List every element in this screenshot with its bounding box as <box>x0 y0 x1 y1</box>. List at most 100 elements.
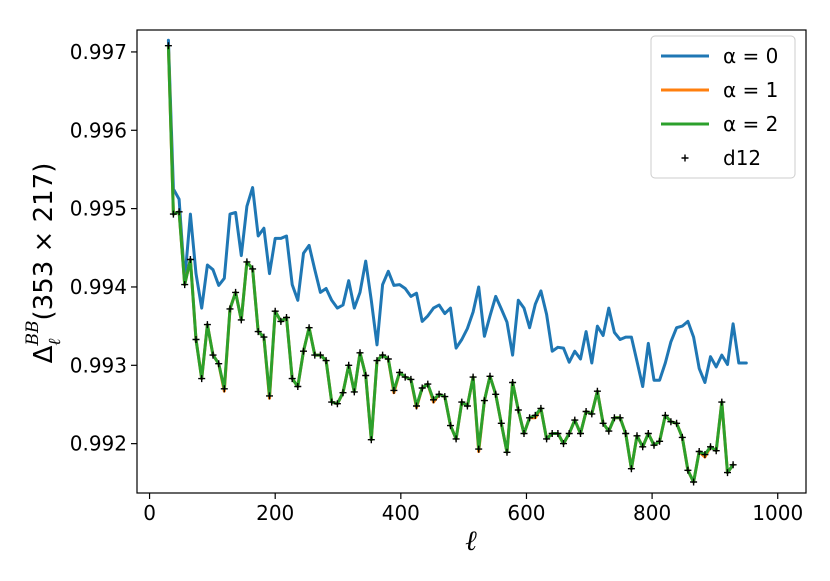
y-tick-label-3: 0.995 <box>70 197 127 221</box>
series-marker-3-90 <box>673 419 681 427</box>
series-marker-3-80 <box>616 414 624 422</box>
x-axis-label: ℓ <box>465 524 477 557</box>
x-tick-label-4: 800 <box>633 501 671 525</box>
series-marker-3-57 <box>486 372 494 380</box>
series-marker-3-13 <box>237 316 245 324</box>
series-marker-3-36 <box>367 436 375 444</box>
y-tick-label-0: 0.992 <box>70 432 127 456</box>
x-tick-label-1: 200 <box>256 501 294 525</box>
series-marker-3-2 <box>175 208 183 216</box>
series-marker-3-14 <box>243 258 251 266</box>
series-marker-3-73 <box>577 430 584 437</box>
series-line-0 <box>166 38 748 388</box>
y-axis-label-subscript: ℓ <box>45 338 65 345</box>
legend: α = 0 α = 1 α = 2 d12 <box>650 35 796 179</box>
plot-frame <box>136 29 807 494</box>
y-axis: 0.992 0.993 0.994 0.995 0.996 0.997 <box>70 40 137 456</box>
svg-text:ΔℓBB(353 × 217): ΔℓBB(353 × 217) <box>23 163 65 364</box>
series-marker-3-82 <box>627 465 635 473</box>
series-marker-3-20 <box>277 317 285 325</box>
series-marker-3-8 <box>209 351 217 359</box>
y-tick-label-1: 0.993 <box>70 353 127 377</box>
series-marker-3-50 <box>447 422 454 430</box>
x-axis: 0 200 400 600 800 1000 <box>143 493 803 525</box>
series-marker-3-38 <box>379 351 387 359</box>
series-marker-3-91 <box>678 433 686 441</box>
series-marker-3-30 <box>333 400 341 408</box>
y-tick-label-4: 0.996 <box>70 118 127 142</box>
series-marker-3-53 <box>463 402 471 410</box>
series-marker-3-84 <box>639 443 647 451</box>
series-marker-3-94 <box>695 448 703 455</box>
series-marker-3-74 <box>582 408 590 415</box>
series-marker-3-18 <box>266 392 273 400</box>
series-marker-3-19 <box>271 307 279 315</box>
series-marker-3-29 <box>328 398 336 406</box>
series-marker-3-64 <box>526 414 534 422</box>
series-marker-3-42 <box>401 373 409 381</box>
series-marker-3-61 <box>509 379 517 386</box>
series-marker-3-12 <box>232 288 240 296</box>
series-marker-3-5 <box>192 336 200 343</box>
series-marker-3-51 <box>452 435 460 443</box>
series-marker-3-66 <box>537 404 545 412</box>
series-marker-3-11 <box>226 305 234 313</box>
series-marker-3-58 <box>492 390 500 398</box>
legend-label-1: α = 1 <box>723 78 778 102</box>
series-marker-3-52 <box>458 398 466 406</box>
series-marker-3-55 <box>475 445 483 453</box>
series-marker-3-98 <box>718 398 726 406</box>
series-marker-3-89 <box>667 418 675 426</box>
series-marker-3-9 <box>215 360 223 368</box>
series-marker-3-63 <box>520 430 528 437</box>
series-marker-3-31 <box>339 389 347 397</box>
series-marker-3-81 <box>622 430 630 437</box>
series-marker-3-60 <box>503 448 511 456</box>
series-marker-3-17 <box>260 333 268 341</box>
series-marker-3-100 <box>729 461 737 469</box>
series-marker-3-96 <box>707 443 714 451</box>
legend-label-3: d12 <box>723 146 761 170</box>
series-marker-3-39 <box>384 355 392 363</box>
series-marker-3-22 <box>288 375 296 383</box>
series-marker-3-78 <box>605 427 613 435</box>
series-marker-3-88 <box>661 411 669 419</box>
series-marker-3-97 <box>712 447 720 455</box>
series-marker-3-86 <box>650 441 658 449</box>
series-marker-3-72 <box>571 416 579 424</box>
y-tick-label-5: 0.997 <box>70 40 127 64</box>
series-marker-3-48 <box>435 390 443 398</box>
marker-layer <box>164 42 737 486</box>
series-marker-3-85 <box>644 430 652 437</box>
series-marker-3-67 <box>543 435 551 443</box>
series-marker-3-95 <box>701 451 709 459</box>
series-marker-3-4 <box>186 256 194 263</box>
series-marker-3-46 <box>424 380 432 388</box>
x-tick-label-2: 400 <box>382 501 420 525</box>
series-marker-3-92 <box>684 466 692 474</box>
series-marker-3-24 <box>300 347 307 355</box>
x-tick-label-5: 1000 <box>752 501 803 525</box>
legend-box <box>650 35 796 179</box>
series-marker-3-0 <box>164 42 172 50</box>
series-marker-3-6 <box>198 375 206 383</box>
series-marker-3-37 <box>373 357 381 365</box>
series-marker-3-34 <box>356 349 364 357</box>
series-marker-3-21 <box>283 314 290 321</box>
series-marker-3-87 <box>656 437 664 445</box>
y-tick-label-2: 0.994 <box>70 275 127 299</box>
series-marker-3-76 <box>593 387 601 395</box>
series-marker-3-69 <box>554 430 562 437</box>
series-marker-3-49 <box>441 393 449 401</box>
series-marker-3-10 <box>220 385 228 393</box>
series-marker-3-47 <box>430 396 437 404</box>
legend-label-2: α = 2 <box>723 112 778 136</box>
series-marker-3-99 <box>724 469 731 477</box>
series-marker-3-23 <box>294 383 302 390</box>
series-marker-3-70 <box>560 440 567 448</box>
series-marker-3-56 <box>480 397 488 405</box>
series-marker-3-77 <box>599 419 607 427</box>
series-marker-3-32 <box>345 361 353 369</box>
series-marker-3-44 <box>413 402 420 410</box>
